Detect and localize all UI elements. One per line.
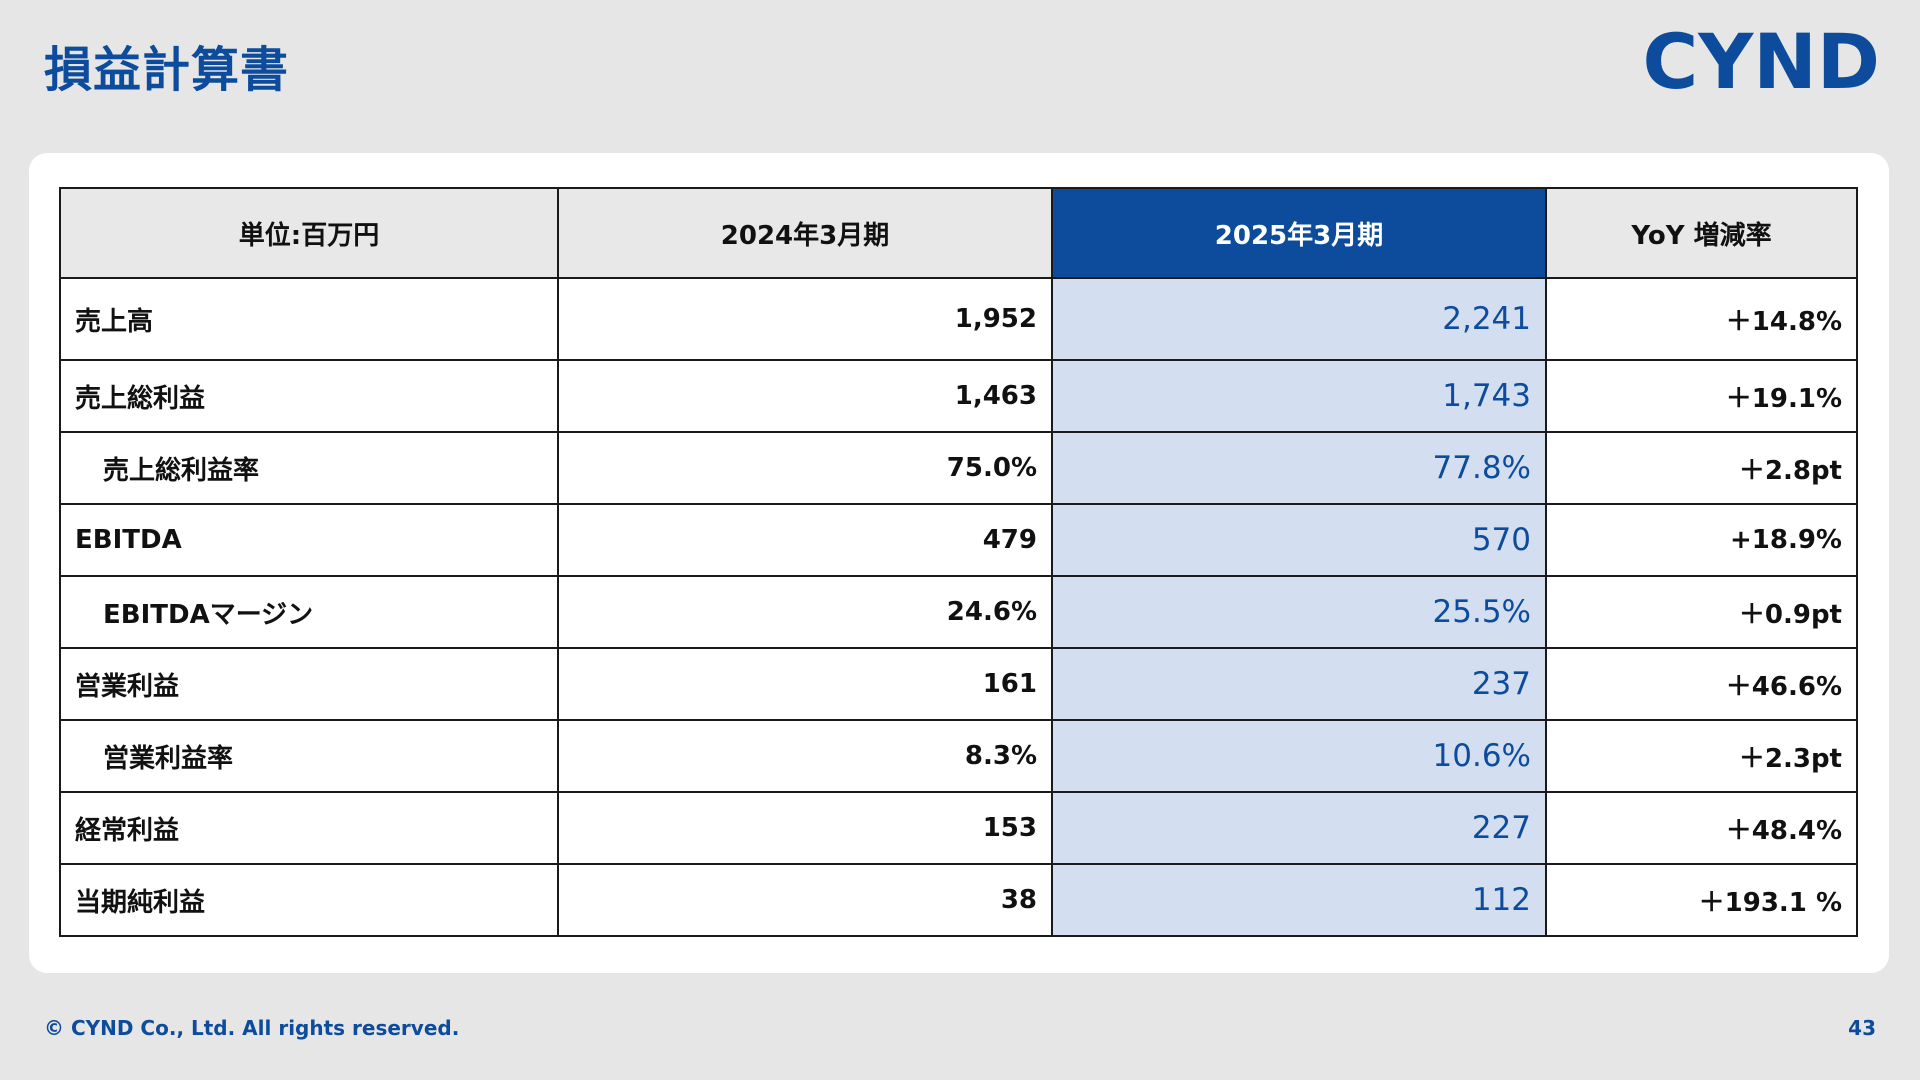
value-fy2024: 38 [557, 863, 1053, 937]
table-row: 売上総利益率 75.0% 77.8% ＋2.8pt [59, 431, 1858, 505]
value-fy2025: 227 [1051, 791, 1547, 865]
value-fy2024: 161 [557, 647, 1053, 721]
value-fy2024: 479 [557, 503, 1053, 577]
header-fy2025: 2025年3月期 [1051, 187, 1547, 279]
value-fy2025: 25.5% [1051, 575, 1547, 649]
row-label: EBITDA [59, 503, 559, 577]
table-row: 営業利益 161 237 ＋46.6% [59, 647, 1858, 721]
value-fy2025: 237 [1051, 647, 1547, 721]
value-yoy: +18.9% [1545, 503, 1858, 577]
table-row: 当期純利益 38 112 ＋193.1 % [59, 863, 1858, 937]
cynd-logo: CYND [1642, 17, 1881, 106]
row-label: 経常利益 [59, 791, 559, 865]
value-fy2024: 1,952 [557, 277, 1053, 361]
value-yoy: ＋2.8pt [1545, 431, 1858, 505]
value-yoy: ＋14.8% [1545, 277, 1858, 361]
header-unit: 単位:百万円 [59, 187, 559, 279]
table-row: EBITDA 479 570 +18.9% [59, 503, 1858, 577]
row-label: 売上総利益 [59, 359, 559, 433]
value-fy2024: 8.3% [557, 719, 1053, 793]
value-fy2025: 77.8% [1051, 431, 1547, 505]
row-label: 売上高 [59, 277, 559, 361]
value-fy2025: 1,743 [1051, 359, 1547, 433]
value-fy2025: 10.6% [1051, 719, 1547, 793]
row-label: 営業利益率 [59, 719, 559, 793]
table-row: EBITDAマージン 24.6% 25.5% ＋0.9pt [59, 575, 1858, 649]
copyright-text: © CYND Co., Ltd. All rights reserved. [44, 1016, 460, 1040]
income-statement-table: 単位:百万円 2024年3月期 2025年3月期 YoY 増減率 売上高 1,9… [59, 187, 1858, 937]
row-label: 当期純利益 [59, 863, 559, 937]
value-yoy: ＋46.6% [1545, 647, 1858, 721]
row-label: 営業利益 [59, 647, 559, 721]
value-fy2024: 75.0% [557, 431, 1053, 505]
value-yoy: ＋0.9pt [1545, 575, 1858, 649]
table-card: 単位:百万円 2024年3月期 2025年3月期 YoY 増減率 売上高 1,9… [29, 153, 1889, 973]
value-fy2025: 2,241 [1051, 277, 1547, 361]
page-title: 損益計算書 [44, 42, 290, 98]
row-label: 売上総利益率 [59, 431, 559, 505]
table-row: 営業利益率 8.3% 10.6% ＋2.3pt [59, 719, 1858, 793]
value-yoy: ＋48.4% [1545, 791, 1858, 865]
value-yoy: ＋193.1 % [1545, 863, 1858, 937]
row-label: EBITDAマージン [59, 575, 559, 649]
header-fy2024: 2024年3月期 [557, 187, 1053, 279]
value-fy2024: 153 [557, 791, 1053, 865]
table-header-row: 単位:百万円 2024年3月期 2025年3月期 YoY 増減率 [59, 187, 1858, 279]
value-yoy: ＋2.3pt [1545, 719, 1858, 793]
page-number: 43 [1848, 1016, 1876, 1040]
value-fy2024: 1,463 [557, 359, 1053, 433]
header-yoy: YoY 増減率 [1545, 187, 1858, 279]
value-yoy: ＋19.1% [1545, 359, 1858, 433]
table-row: 経常利益 153 227 ＋48.4% [59, 791, 1858, 865]
value-fy2025: 570 [1051, 503, 1547, 577]
table-row: 売上総利益 1,463 1,743 ＋19.1% [59, 359, 1858, 433]
value-fy2024: 24.6% [557, 575, 1053, 649]
value-fy2025: 112 [1051, 863, 1547, 937]
table-row: 売上高 1,952 2,241 ＋14.8% [59, 277, 1858, 361]
